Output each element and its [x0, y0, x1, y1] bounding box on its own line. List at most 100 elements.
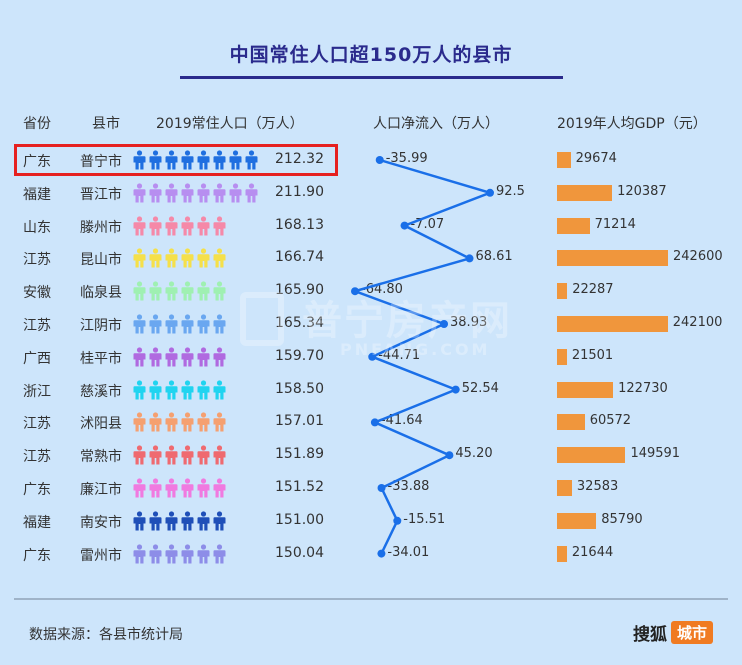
person-icon — [133, 511, 146, 535]
netflow-point — [400, 221, 409, 230]
population-value: 165.90 — [275, 282, 324, 299]
person-icon — [181, 281, 194, 305]
city-cell: 南安市 — [80, 514, 122, 531]
person-icon — [197, 511, 210, 535]
person-icon — [181, 445, 194, 469]
person-icon — [133, 347, 146, 371]
gdp-label: 85790 — [601, 511, 643, 527]
gdp-label: 149591 — [630, 446, 681, 462]
person-icon — [133, 183, 146, 207]
person-icon — [165, 347, 178, 371]
watermark-subtext: PNFANG.COM — [340, 340, 491, 359]
city-cell: 江阴市 — [80, 318, 122, 334]
netflow-point — [486, 188, 494, 197]
person-icon — [149, 478, 162, 502]
gdp-label: 120387 — [617, 183, 667, 199]
netflow-label: 92.5 — [496, 183, 525, 199]
netflow-label: -41.64 — [380, 413, 423, 429]
person-icon — [149, 412, 162, 436]
population-pictogram — [133, 281, 226, 305]
person-icon — [181, 478, 194, 502]
gdp-label: 32583 — [576, 479, 619, 494]
person-icon — [181, 347, 194, 371]
province-cell: 安徽 — [23, 285, 51, 302]
person-icon — [165, 150, 178, 174]
header-city: 县市 — [92, 116, 120, 132]
netflow-point — [368, 352, 377, 361]
person-icon — [213, 379, 226, 404]
gdp-label: 22287 — [572, 282, 614, 298]
person-icon — [165, 215, 178, 240]
population-pictogram — [133, 478, 226, 502]
person-icon — [197, 543, 210, 568]
gdp-bar — [557, 283, 568, 300]
header-gdp: 2019年人均GDP（元） — [557, 116, 707, 132]
netflow-label: -35.99 — [385, 151, 428, 166]
gdp-label: 60572 — [589, 413, 632, 429]
person-icon — [133, 543, 146, 568]
chart-title: 中国常住人口超150万人的县市 — [229, 44, 513, 66]
netflow-point — [351, 287, 359, 296]
city-cell: 滕州市 — [80, 219, 122, 236]
netflow-label: 68.61 — [475, 249, 513, 265]
population-pictogram — [133, 511, 226, 535]
person-icon — [133, 248, 146, 272]
person-icon — [181, 543, 194, 568]
population-pictogram — [133, 248, 226, 272]
city-cell: 普宁市 — [80, 154, 122, 170]
person-icon — [197, 248, 210, 272]
netflow-label: 45.20 — [455, 446, 493, 462]
person-icon — [165, 412, 178, 436]
person-icon — [229, 183, 242, 207]
person-icon — [197, 314, 210, 338]
person-icon — [149, 379, 162, 404]
netflow-point — [445, 451, 454, 460]
person-icon — [149, 543, 162, 568]
gdp-label: 21501 — [571, 347, 614, 363]
population-value: 159.70 — [275, 347, 324, 364]
brand-tag: 城市 — [671, 621, 714, 644]
person-icon — [197, 445, 210, 469]
person-icon — [133, 215, 146, 240]
province-cell: 广东 — [23, 482, 51, 498]
person-icon — [181, 412, 194, 436]
person-icon — [213, 281, 226, 305]
gdp-label: 21644 — [571, 544, 614, 560]
gdp-bar — [557, 381, 614, 398]
city-cell: 廉江市 — [80, 482, 122, 498]
gdp-label: 122730 — [618, 380, 668, 396]
province-cell: 广东 — [23, 547, 51, 564]
population-pictogram — [133, 314, 226, 338]
city-cell: 昆山市 — [80, 252, 122, 269]
city-cell: 雷州市 — [80, 547, 122, 564]
person-icon — [213, 150, 226, 174]
person-icon — [165, 183, 178, 207]
person-icon — [213, 215, 226, 240]
netflow-point — [377, 549, 386, 558]
population-value: 212.32 — [275, 151, 324, 167]
person-icon — [165, 478, 178, 502]
person-icon — [213, 478, 226, 502]
person-icon — [213, 314, 226, 338]
netflow-label: -33.88 — [387, 479, 430, 494]
province-cell: 江苏 — [23, 416, 51, 433]
person-icon — [133, 314, 146, 338]
person-icon — [213, 445, 226, 469]
person-icon — [197, 478, 210, 502]
gdp-bar — [557, 414, 585, 431]
watermark-text: 普宁房产网 — [302, 298, 512, 344]
population-pictogram — [133, 215, 226, 240]
population-value: 211.90 — [275, 183, 324, 200]
population-pictogram — [133, 347, 226, 371]
city-cell: 桂平市 — [80, 350, 122, 367]
brand-logo: 搜狐 城市 — [633, 620, 714, 645]
netflow-point — [375, 156, 384, 164]
highlight-box — [14, 144, 338, 176]
population-pictogram — [133, 183, 258, 207]
person-icon — [165, 281, 178, 305]
city-cell: 沭阳县 — [80, 416, 122, 433]
city-cell: 常熟市 — [80, 449, 122, 466]
person-icon — [197, 412, 210, 436]
gdp-bar — [557, 447, 626, 464]
city-cell: 慈溪市 — [80, 383, 122, 400]
